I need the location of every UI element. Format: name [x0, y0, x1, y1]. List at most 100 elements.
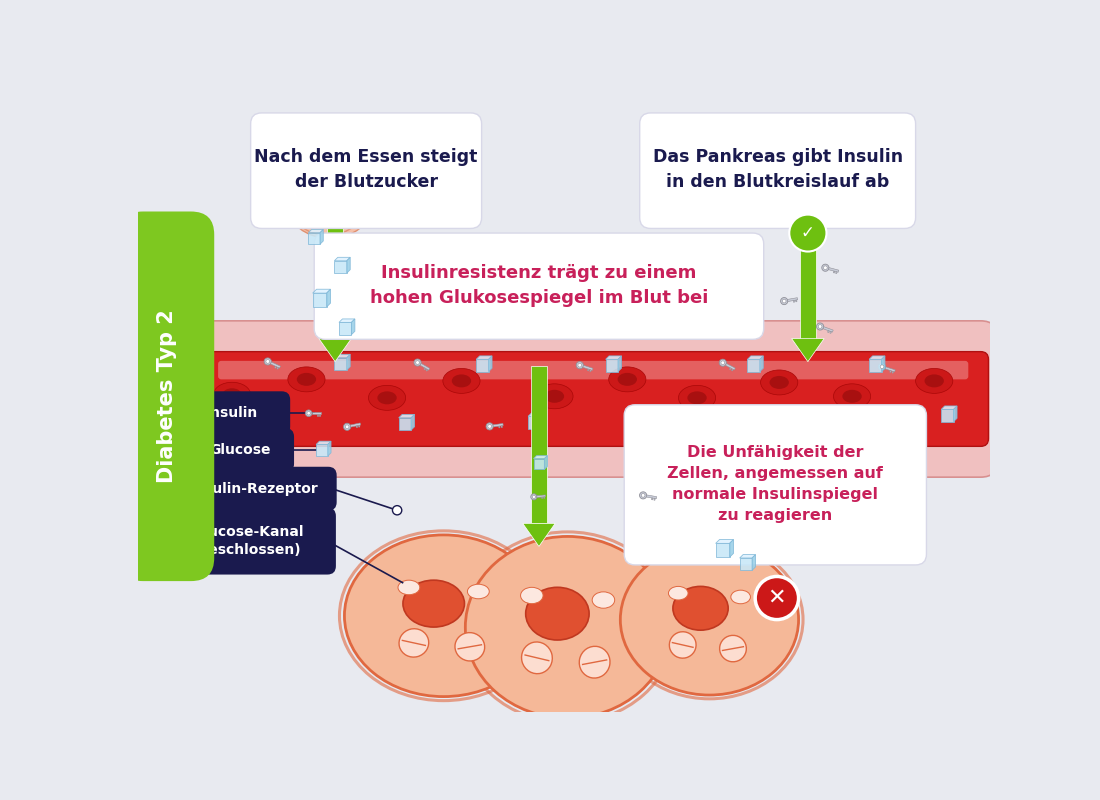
Polygon shape: [320, 230, 323, 244]
Polygon shape: [942, 410, 954, 422]
Ellipse shape: [399, 629, 429, 657]
Polygon shape: [954, 406, 957, 422]
Polygon shape: [476, 359, 488, 372]
Polygon shape: [587, 369, 588, 371]
Circle shape: [879, 363, 886, 370]
Polygon shape: [334, 261, 346, 273]
Polygon shape: [334, 354, 350, 358]
Polygon shape: [334, 358, 346, 370]
Ellipse shape: [368, 386, 406, 410]
Ellipse shape: [287, 169, 372, 238]
Polygon shape: [793, 301, 794, 302]
Ellipse shape: [620, 544, 799, 695]
Polygon shape: [411, 414, 415, 430]
Polygon shape: [792, 338, 824, 362]
Polygon shape: [328, 441, 331, 456]
Polygon shape: [828, 267, 838, 272]
Text: Insulinresistenz trägt zu einem
hohen Glukosespiegel im Blut bei: Insulinresistenz trägt zu einem hohen Gl…: [370, 264, 708, 307]
Ellipse shape: [855, 198, 870, 209]
Ellipse shape: [608, 367, 646, 392]
Circle shape: [531, 494, 537, 500]
Ellipse shape: [468, 584, 490, 598]
Circle shape: [880, 365, 884, 369]
Polygon shape: [544, 456, 548, 470]
Polygon shape: [716, 543, 729, 558]
Polygon shape: [795, 300, 798, 302]
Polygon shape: [670, 416, 682, 429]
Polygon shape: [334, 258, 350, 261]
Polygon shape: [249, 413, 265, 416]
Circle shape: [307, 411, 310, 415]
Polygon shape: [528, 413, 544, 416]
Polygon shape: [606, 356, 621, 359]
Ellipse shape: [320, 195, 359, 220]
Circle shape: [805, 424, 810, 428]
Polygon shape: [663, 424, 666, 426]
Ellipse shape: [812, 179, 827, 190]
Polygon shape: [747, 356, 763, 359]
Ellipse shape: [213, 382, 251, 407]
Polygon shape: [502, 426, 503, 427]
Polygon shape: [262, 413, 265, 429]
Polygon shape: [327, 290, 330, 307]
Polygon shape: [788, 298, 798, 302]
Polygon shape: [818, 426, 820, 428]
Polygon shape: [531, 366, 547, 523]
Polygon shape: [328, 221, 343, 338]
Ellipse shape: [843, 182, 882, 211]
Ellipse shape: [297, 373, 316, 386]
Polygon shape: [534, 456, 548, 458]
FancyBboxPatch shape: [186, 428, 294, 472]
Polygon shape: [271, 362, 281, 368]
Polygon shape: [359, 426, 360, 427]
Polygon shape: [729, 539, 734, 558]
Polygon shape: [739, 554, 756, 558]
Polygon shape: [892, 371, 893, 374]
Polygon shape: [812, 413, 827, 416]
Circle shape: [578, 363, 582, 367]
Ellipse shape: [544, 390, 564, 402]
Polygon shape: [356, 426, 358, 428]
Ellipse shape: [455, 633, 485, 661]
Circle shape: [414, 359, 421, 366]
Ellipse shape: [398, 580, 420, 594]
Polygon shape: [351, 319, 355, 334]
Polygon shape: [308, 230, 323, 233]
Ellipse shape: [770, 376, 789, 389]
Polygon shape: [834, 271, 835, 273]
Ellipse shape: [915, 369, 953, 394]
Polygon shape: [670, 413, 685, 416]
Circle shape: [818, 325, 822, 328]
Polygon shape: [812, 416, 824, 429]
Text: ✕: ✕: [768, 588, 786, 608]
Text: Diabetes Typ 2: Diabetes Typ 2: [157, 310, 177, 483]
Ellipse shape: [298, 183, 341, 212]
Polygon shape: [346, 354, 350, 370]
Polygon shape: [836, 272, 837, 274]
Ellipse shape: [592, 592, 615, 608]
Circle shape: [824, 266, 827, 270]
Circle shape: [486, 423, 493, 430]
Text: Glucose-Kanal
(geschlossen): Glucose-Kanal (geschlossen): [191, 526, 304, 557]
Ellipse shape: [924, 374, 944, 387]
Circle shape: [719, 359, 726, 366]
Ellipse shape: [377, 391, 397, 404]
Polygon shape: [308, 233, 320, 244]
Ellipse shape: [730, 590, 750, 604]
Circle shape: [822, 264, 829, 271]
Polygon shape: [816, 426, 817, 428]
Circle shape: [487, 425, 492, 428]
Polygon shape: [869, 356, 886, 359]
Circle shape: [416, 361, 419, 364]
Polygon shape: [476, 356, 492, 359]
FancyBboxPatch shape: [198, 352, 989, 446]
Circle shape: [790, 214, 826, 251]
Polygon shape: [426, 369, 428, 371]
Polygon shape: [656, 422, 666, 427]
FancyBboxPatch shape: [640, 113, 915, 229]
Polygon shape: [651, 498, 653, 500]
Polygon shape: [522, 523, 556, 546]
Polygon shape: [725, 363, 735, 370]
Circle shape: [639, 492, 647, 499]
Polygon shape: [886, 367, 895, 372]
